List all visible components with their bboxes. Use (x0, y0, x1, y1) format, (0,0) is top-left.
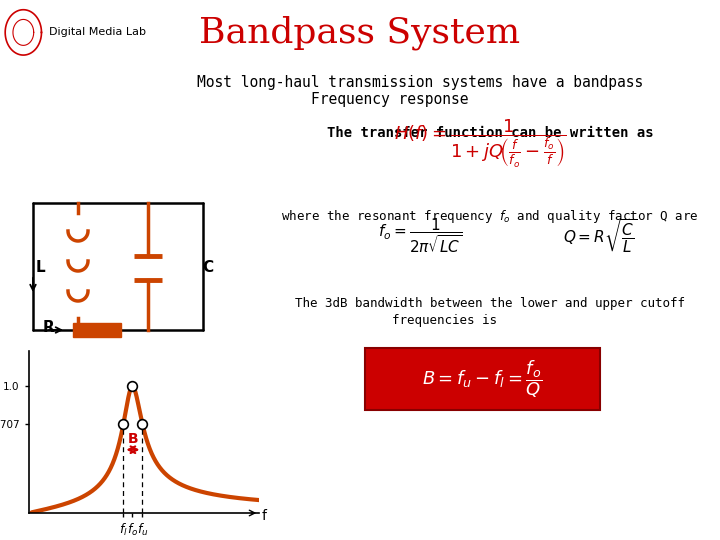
Text: f: f (262, 509, 267, 523)
Text: Digital Media Lab: Digital Media Lab (49, 28, 146, 37)
Text: Bandpass System: Bandpass System (199, 16, 521, 50)
Text: The 3dB bandwidth between the lower and upper cutoff: The 3dB bandwidth between the lower and … (295, 297, 685, 310)
Text: C: C (202, 260, 214, 275)
Bar (73, 323, 121, 337)
Text: where the resonant frequency $f_o$ and quality factor Q are: where the resonant frequency $f_o$ and q… (281, 208, 699, 225)
Text: The transfer function can be written as: The transfer function can be written as (327, 126, 653, 140)
Text: L: L (35, 260, 45, 275)
Text: Most long-haul transmission systems have a bandpass: Most long-haul transmission systems have… (197, 75, 643, 90)
Bar (365, 348, 600, 410)
Text: $\mathit{Q = R\sqrt{\dfrac{C}{L}}}$: $\mathit{Q = R\sqrt{\dfrac{C}{L}}}$ (562, 218, 637, 255)
Text: Frequency response: Frequency response (311, 92, 469, 107)
Text: R: R (42, 320, 54, 335)
Text: B: B (127, 432, 138, 445)
Text: $\mathit{H(f)=\dfrac{1}{1+jQ\!\left(\frac{f}{f_o}-\frac{f_o}{f}\right)}}$: $\mathit{H(f)=\dfrac{1}{1+jQ\!\left(\fra… (394, 118, 567, 170)
Text: $\mathit{f_o = \dfrac{1}{2\pi\sqrt{LC}}}$: $\mathit{f_o = \dfrac{1}{2\pi\sqrt{LC}}}… (378, 216, 462, 255)
Text: $\mathit{B = f_u - f_l = \dfrac{f_o}{Q}}$: $\mathit{B = f_u - f_l = \dfrac{f_o}{Q}}… (423, 358, 543, 400)
Text: frequencies is: frequencies is (392, 314, 498, 327)
